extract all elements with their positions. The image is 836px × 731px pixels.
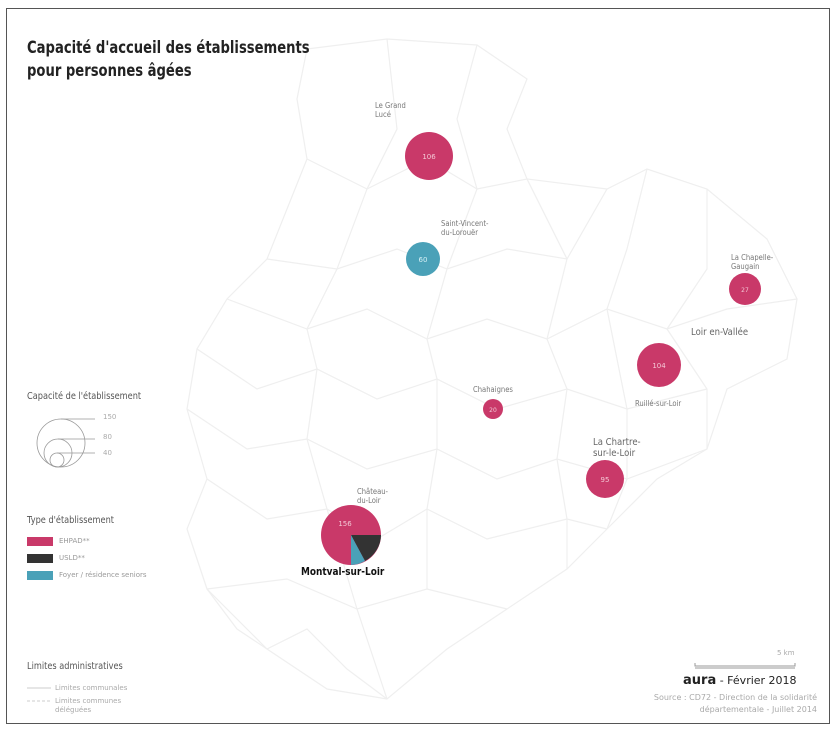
credit-source-2: départementale - Juillet 2014 [699, 705, 817, 714]
symbol-chateau-du-loir: 156 [321, 505, 381, 565]
capacity-la-chartre: 95 [601, 476, 610, 484]
capacity-loir-en-vallee: 104 [652, 362, 666, 370]
map-frame: Capacité d'accueil des établissements po… [6, 8, 830, 724]
legend-admin-deleguees: Limites communes déléguées [55, 697, 122, 714]
label-la-chapelle-gaugain: La Chapelle- Gaugain [731, 253, 774, 271]
legend-label-foyer: Foyer / résidence seniors [59, 571, 147, 579]
legend-capacity-title: Capacité de l'établissement [27, 391, 142, 402]
facility-symbols: 106 60 27 104 20 95 156 [36, 132, 761, 565]
label-saint-vincent: Saint-Vincent- du-Lorouër [441, 219, 489, 237]
legend-capacity-80: 80 [103, 433, 112, 441]
label-la-chartre: La Chartre- sur-le-Loir [593, 437, 641, 459]
swatch-usld [27, 553, 53, 563]
pie-slice-foyer [351, 535, 365, 565]
map-title-line2: pour personnes âgées [27, 61, 192, 81]
capacity-chateau-du-loir: 156 [338, 520, 352, 528]
map-title: Capacité d'accueil des établissements po… [27, 37, 310, 83]
scale-bar [694, 663, 796, 669]
capacity-saint-vincent: 60 [419, 256, 428, 264]
legend-item-ehpad: EHPAD** [27, 535, 90, 547]
label-le-grand-luce: Le Grand Lucé [375, 101, 406, 119]
pie-slice-usld [351, 535, 381, 561]
label-ruille-sur-loir: Ruillé-sur-Loir [635, 399, 682, 408]
credit-source-1: Source : CD72 - Direction de la solidari… [653, 693, 817, 702]
credit-date: - Février 2018 [719, 674, 797, 687]
aura-logo: aura [683, 673, 717, 688]
legend-capacity-40: 40 [103, 449, 112, 457]
label-montval-sur-loir: Montval-sur-Loir [301, 566, 385, 578]
legend-admin-title: Limites administratives [27, 661, 123, 672]
capacity-chahaignes: 20 [489, 407, 497, 414]
label-chahaignes: Chahaignes [473, 385, 513, 394]
credit-brand: aura - Février 2018 [683, 673, 797, 688]
map-title-line1: Capacité d'accueil des établissements [27, 38, 310, 58]
symbol-la-chartre: 95 [586, 460, 624, 498]
legend-label-ehpad: EHPAD** [59, 537, 90, 545]
legend-capacity-150: 150 [103, 413, 117, 421]
legend-item-usld: USLD** [27, 552, 85, 564]
symbol-la-chapelle-gaugain: 27 [729, 273, 761, 305]
scale-label: 5 km [777, 649, 795, 657]
legend-label-usld: USLD** [59, 554, 85, 562]
symbol-loir-en-vallee: 104 [637, 343, 681, 387]
symbol-saint-vincent: 60 [406, 242, 440, 276]
legend-admin-communes: Limites communales [55, 684, 128, 692]
legend-type-title: Type d'établissement [27, 515, 114, 526]
swatch-foyer [27, 570, 53, 580]
legend-size-circles [36, 418, 95, 468]
symbol-le-grand-luce: 106 [405, 132, 453, 180]
swatch-ehpad [27, 536, 53, 546]
legend-admin-lines [27, 687, 51, 702]
symbol-chahaignes: 20 [483, 399, 503, 419]
legend-item-foyer: Foyer / résidence seniors [27, 569, 147, 581]
label-chateau-du-loir: Château- du-Loir [357, 487, 389, 505]
capacity-la-chapelle: 27 [741, 287, 749, 294]
label-loir-en-vallee: Loir en-Vallée [691, 327, 749, 338]
capacity-le-grand-luce: 106 [422, 153, 436, 161]
basemap-communes [186, 38, 798, 700]
